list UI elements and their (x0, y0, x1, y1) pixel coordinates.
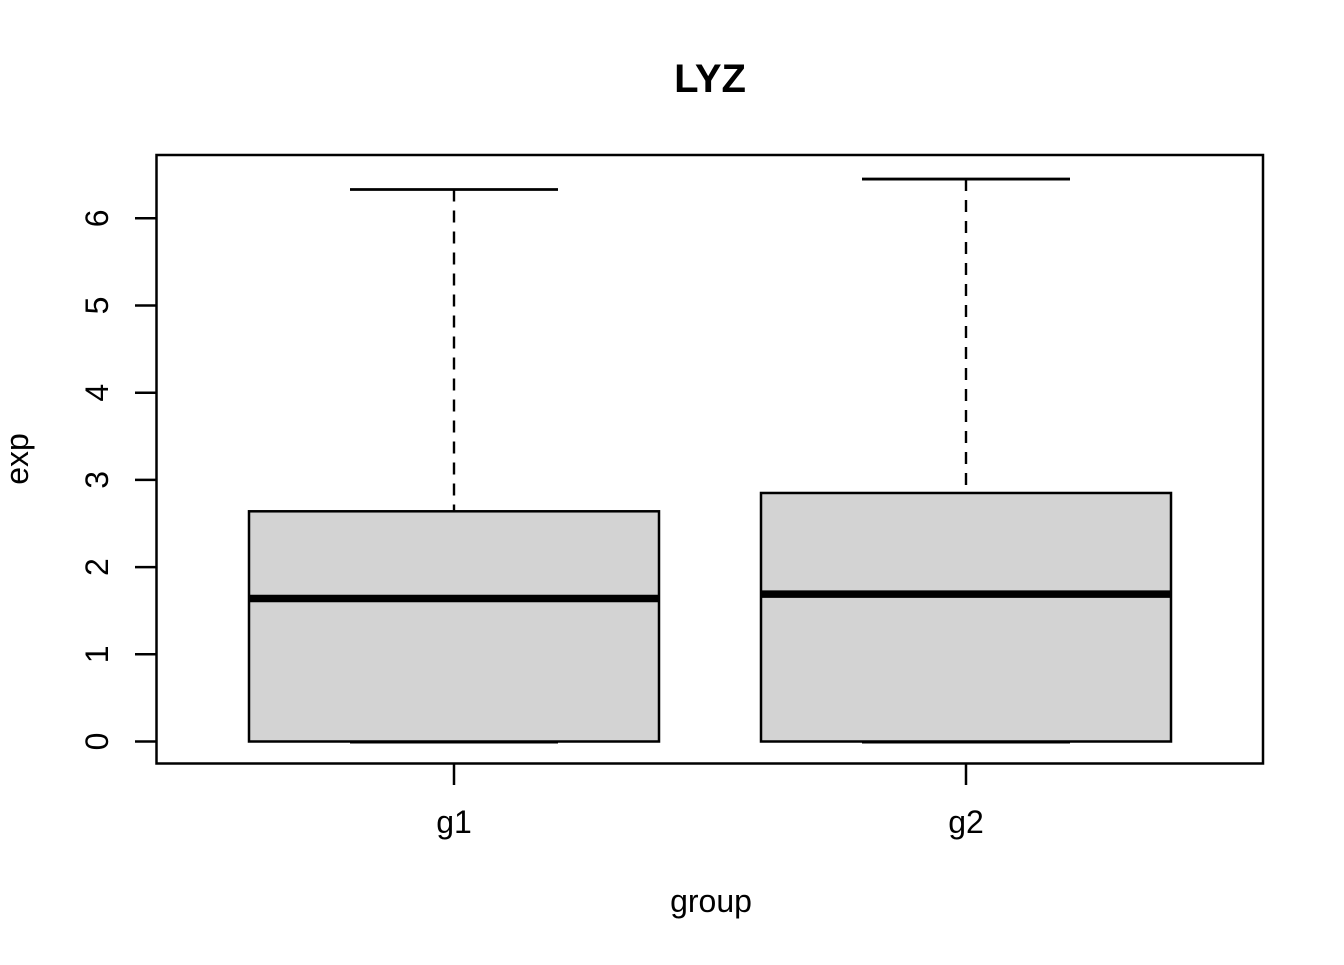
y-axis: 0 1 2 3 4 5 6 (79, 209, 157, 750)
box-group-g2 (759, 177, 1173, 744)
y-tick-label: 2 (79, 558, 115, 576)
y-tick-label: 1 (79, 645, 115, 663)
box-group-g1 (247, 188, 661, 744)
y-tick-label: 3 (79, 471, 115, 489)
y-tick-label: 5 (79, 297, 115, 315)
x-axis: g1 g2 (436, 763, 984, 840)
x-axis-label: group (670, 883, 752, 919)
y-tick-label: 0 (79, 733, 115, 751)
x-tick-label: g1 (436, 804, 472, 840)
iqr-box (759, 491, 1173, 743)
iqr-box (247, 510, 661, 743)
y-tick-label: 6 (79, 209, 115, 227)
x-tick-label: g2 (948, 804, 984, 840)
chart-title: LYZ (674, 57, 746, 101)
y-axis-label: exp (0, 433, 35, 485)
box-glyphs (247, 177, 1173, 744)
plot-frame (155, 153, 1265, 765)
y-tick-label: 4 (79, 384, 115, 402)
